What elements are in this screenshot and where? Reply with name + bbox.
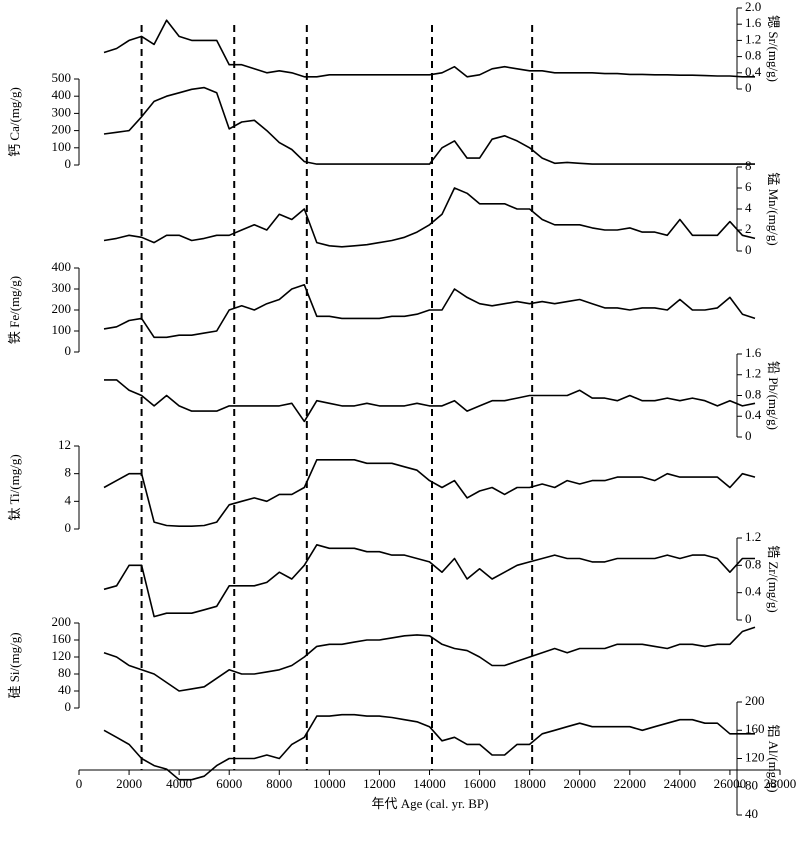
y-tick-label: 200 [745, 693, 765, 708]
y-axis-label: 铝 Al/(mg/g) [766, 724, 781, 792]
y-tick-label: 0.8 [745, 386, 761, 401]
y-tick-label: 0 [65, 520, 72, 535]
y-tick-label: 0 [745, 242, 752, 257]
y-tick-label: 1.6 [745, 15, 762, 30]
y-tick-label: 80 [745, 778, 758, 793]
data-line [103, 19, 755, 78]
y-tick-label: 0 [65, 699, 72, 714]
x-tick-label: 0 [76, 776, 83, 791]
y-tick-label: 160 [745, 721, 765, 736]
y-tick-label: 0 [745, 428, 752, 443]
data-line [104, 379, 756, 423]
x-tick-label: 8000 [266, 776, 292, 791]
y-tick-label: 100 [52, 322, 72, 337]
x-tick-label: 22000 [614, 776, 647, 791]
y-axis-label: 锰 Mn/(mg/g) [766, 172, 781, 245]
y-tick-label: 200 [52, 301, 72, 316]
y-tick-label: 1.6 [745, 345, 762, 360]
y-tick-label: 0 [745, 611, 752, 626]
y-tick-label: 12 [58, 437, 71, 452]
data-line [103, 544, 755, 618]
y-tick-label: 8 [65, 465, 72, 480]
y-tick-label: 6 [745, 179, 752, 194]
x-tick-label: 28000 [764, 776, 797, 791]
y-tick-label: 500 [52, 70, 72, 85]
y-tick-label: 80 [58, 665, 71, 680]
y-tick-label: 1.2 [745, 529, 761, 544]
y-tick-label: 0.4 [745, 64, 762, 79]
y-tick-label: 400 [52, 87, 72, 102]
x-tick-label: 20000 [563, 776, 596, 791]
y-axis-label: 钙 Ca/(mg/g) [7, 87, 22, 157]
y-tick-label: 2 [745, 221, 752, 236]
data-line [103, 187, 756, 248]
y-tick-label: 2.0 [745, 0, 761, 14]
x-tick-label: 14000 [413, 776, 446, 791]
y-axis-label: 锆 Zr/(mg/g) [766, 545, 781, 613]
x-tick-label: 18000 [513, 776, 546, 791]
y-tick-label: 300 [52, 104, 72, 119]
x-tick-label: 12000 [363, 776, 396, 791]
x-axis-label: 年代 Age (cal. yr. BP) [372, 796, 489, 811]
x-tick-label: 6000 [216, 776, 242, 791]
x-tick-label: 26000 [714, 776, 747, 791]
x-tick-label: 2000 [116, 776, 142, 791]
y-tick-label: 4 [745, 200, 752, 215]
y-tick-label: 100 [52, 139, 72, 154]
y-tick-label: 0.8 [745, 556, 761, 571]
y-tick-label: 160 [52, 631, 72, 646]
y-tick-label: 40 [58, 682, 71, 697]
data-line [103, 626, 756, 692]
data-line [103, 713, 755, 781]
y-tick-label: 200 [52, 122, 72, 137]
data-line [103, 86, 755, 165]
y-tick-label: 1.2 [745, 366, 761, 381]
y-tick-label: 0 [65, 156, 72, 171]
y-tick-label: 300 [52, 280, 72, 295]
x-tick-label: 4000 [166, 776, 192, 791]
y-tick-label: 0.8 [745, 48, 761, 63]
x-tick-label: 16000 [463, 776, 496, 791]
y-tick-label: 120 [745, 749, 765, 764]
y-axis-label: 钛 Ti/(mg/g) [7, 454, 22, 520]
y-tick-label: 0.4 [745, 584, 762, 599]
y-tick-label: 40 [745, 806, 758, 821]
data-line [103, 459, 756, 527]
y-tick-label: 200 [52, 614, 72, 629]
y-tick-label: 400 [52, 259, 72, 274]
y-tick-label: 0.4 [745, 407, 762, 422]
x-tick-label: 24000 [664, 776, 697, 791]
y-tick-label: 120 [52, 648, 72, 663]
y-axis-label: 硅 Si/(mg/g) [7, 632, 22, 698]
data-line [103, 284, 756, 339]
x-tick-label: 10000 [313, 776, 346, 791]
y-axis-label: 铅 Pb/(mg/g) [766, 361, 781, 430]
y-axis-label: 铁 Fe/(mg/g) [7, 276, 22, 344]
y-tick-label: 4 [65, 492, 72, 507]
y-tick-label: 8 [745, 158, 752, 173]
y-tick-label: 1.2 [745, 31, 761, 46]
y-tick-label: 0 [745, 80, 752, 95]
y-axis-label: 锶 Sr/(mg/g) [766, 15, 781, 82]
y-tick-label: 0 [65, 343, 72, 358]
